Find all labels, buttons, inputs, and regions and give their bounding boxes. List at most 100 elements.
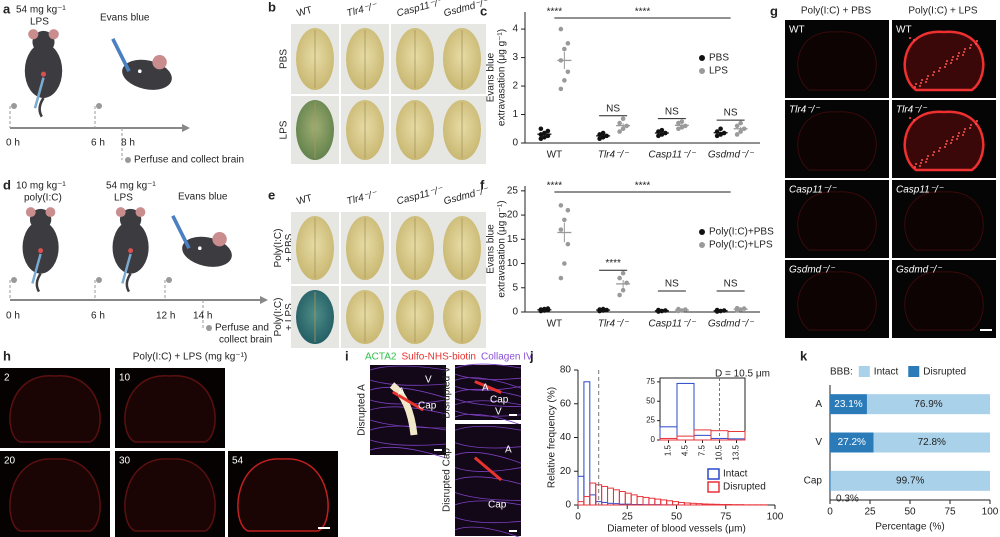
time-label: 6 h [91,311,105,322]
histogram-bar [612,489,620,506]
value-label: 27.2% [838,437,866,448]
y-axis-label: extravasation (μg g⁻¹) [497,29,508,126]
legend-label: Poly(I:C)+LPS [709,240,773,251]
timeline-arrow [260,296,268,304]
row-label: + PBS [284,233,295,262]
histogram-bar [607,487,614,506]
time-dot [125,157,131,163]
signal-dot [945,63,947,65]
y-tick-label: 4 [512,24,518,35]
image-label: Disrupted Cap [442,448,453,512]
syringe [121,253,132,284]
x-tick-label: 25 [864,507,876,518]
signal-dot [956,58,958,60]
structure-label: Cap [488,500,507,511]
signal-dot [913,119,915,121]
time-dot [96,103,102,109]
injection-site [40,71,47,77]
significance-label: **** [605,258,621,269]
data-point [558,227,564,232]
y-tick-label: 5 [512,282,518,293]
time-label: 6 h [91,138,105,149]
image-label: WT [896,25,912,36]
x-tick-label: Gsdmd⁻/⁻ [708,319,754,330]
y-tick-label: 2 [512,81,518,92]
y-tick-label: A [815,399,822,410]
mouse-head-illustration [171,214,232,267]
data-point [617,292,622,298]
y-tick-label: 80 [560,365,572,376]
signal-dot [976,120,978,122]
micrograph [455,424,521,536]
data-point [676,126,681,132]
time-dot [206,325,212,331]
histogram-bar [642,496,650,506]
x-tick-label: 75 [720,512,732,523]
histogram-bar [695,503,703,506]
y-axis-label: Evans blue [486,224,497,274]
inset-x-tick-label: 1.5 [664,444,673,456]
histogram-bar [624,492,632,506]
significance-label: NS [606,103,620,114]
legend-label: Disrupted [923,367,966,378]
structure-label: A [505,445,512,456]
signal-dot [921,159,923,161]
brain-section [9,375,101,443]
signal-dot [964,48,966,50]
vessel-mesh [454,425,522,431]
histogram-bar [701,503,709,506]
signal-dot [919,85,921,87]
data-point [562,261,567,266]
genotype-header: Casp11⁻/⁻ [396,184,445,207]
legend-label: Intact [723,469,748,480]
data-point [734,123,740,129]
data-point [562,78,567,83]
x-tick-label: Tlr4⁻/⁻ [598,150,629,161]
signal-dot [944,146,946,148]
data-point [558,275,564,281]
inset-x-tick-label: 7.5 [698,444,707,456]
vessel-mesh [454,388,522,397]
bar-segment [830,394,867,415]
x-tick-label: 50 [671,512,683,523]
significance-label: **** [635,7,651,18]
signal-dot [926,78,928,80]
data-point [734,132,740,137]
signal-dot [932,74,934,76]
mouse-ear [25,207,36,218]
inset-x-tick-label: 10.5 [715,444,724,460]
signal-dot [950,142,952,144]
time-label: 0 h [6,138,20,149]
artery [389,382,418,436]
genotype-header: WT [296,193,314,208]
structure-label: V [495,407,502,418]
legend-label: Disrupted [723,482,766,493]
bar-segment [873,432,990,453]
vessel-mesh [454,526,520,537]
vessel-mesh [369,386,447,399]
brain-section [797,271,877,331]
data-point [620,287,626,293]
brain-section [237,458,329,532]
data-point [565,41,571,46]
vessel-mesh [454,377,522,389]
inset-histogram-bar [727,430,746,441]
significance-label: **** [547,181,563,192]
signal-dot [963,51,965,53]
y-tick-label: 0 [512,138,518,149]
value-label: 72.8% [918,437,946,448]
brain-section [9,458,101,532]
x-tick-label: Gsdmd⁻/⁻ [708,150,754,161]
value-label: 76.9% [914,399,942,410]
histogram-bar [689,502,697,506]
signal-dot [925,81,927,83]
image-label: Tlr4⁻/⁻ [896,105,927,116]
signal-dot [970,124,972,126]
panel-label: d [3,177,11,192]
data-point [714,133,720,139]
mouse-ear [135,207,146,218]
data-point [562,217,567,223]
image-label: Disrupted A [357,384,368,436]
column-header: Poly(I:C) + LPS [908,6,978,17]
